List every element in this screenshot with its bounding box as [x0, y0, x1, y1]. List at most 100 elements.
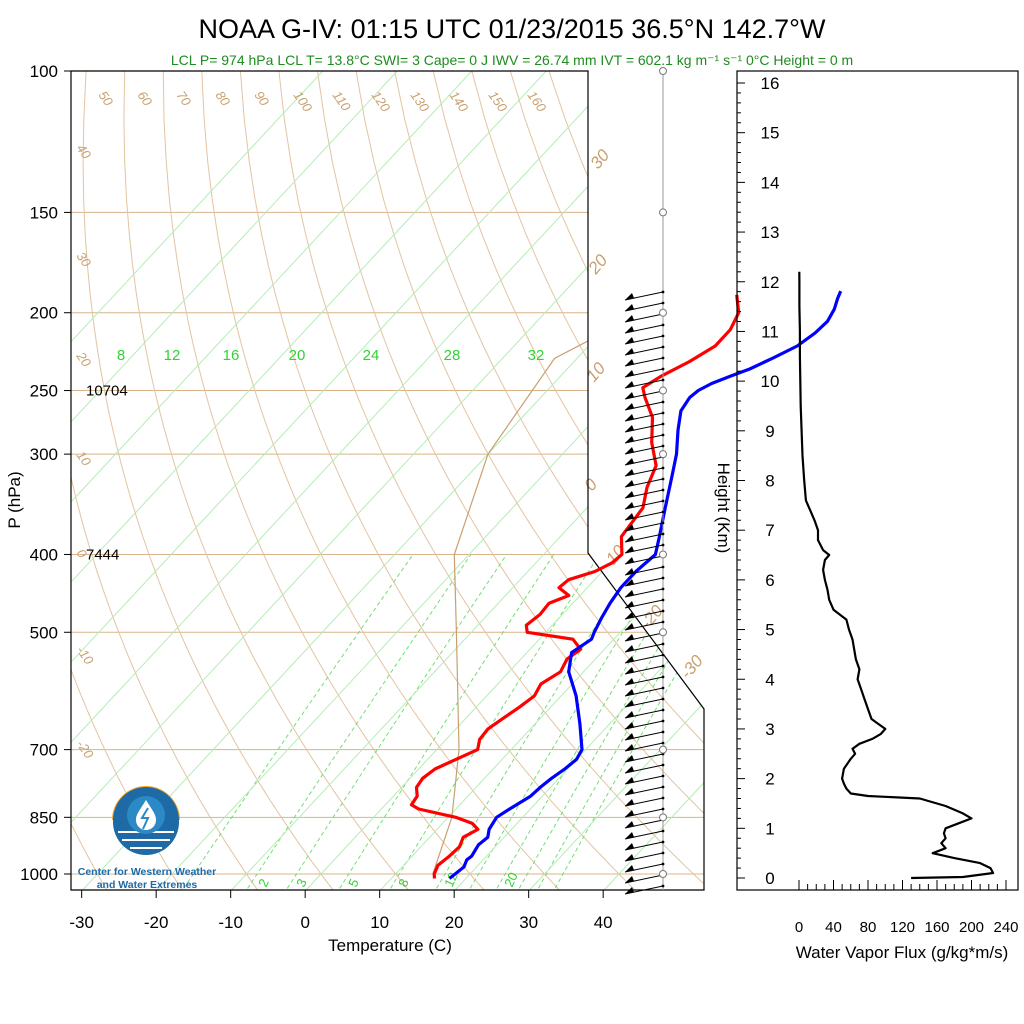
wind-barb-flag [625, 293, 634, 300]
wind-barb-flag [625, 568, 634, 575]
flux-x-tick-label: 80 [860, 919, 877, 936]
wind-barb [624, 500, 664, 510]
flux-y-tick-label: 13 [761, 223, 780, 242]
mixing-ratio-line [432, 554, 641, 890]
adiabat-label-top: 150 [486, 88, 511, 115]
wind-barb [624, 621, 664, 631]
flux-y-tick-label: 15 [761, 124, 780, 143]
wind-barb-flag [625, 843, 634, 850]
dry-adiabat-line [819, 71, 1024, 894]
x-tick-label: 0 [300, 913, 309, 932]
mixing-ratio-line [283, 554, 508, 890]
mixing-ratio-line [179, 554, 414, 890]
wind-barb-flag [625, 656, 634, 663]
x-tick-label: 20 [445, 913, 464, 932]
wind-barb-flag [625, 304, 634, 311]
dry-adiabat-line [857, 71, 1024, 894]
wind-barb-dot [661, 532, 665, 536]
y-tick-label: 300 [30, 445, 58, 464]
wind-barb [624, 478, 664, 488]
wind-barb-dot [661, 653, 665, 657]
dry-adiabat-line [742, 71, 1024, 894]
flux-y-tick-label: 1 [765, 819, 774, 838]
flux-y-tick-label: 11 [761, 322, 779, 341]
wind-barb-flag [625, 799, 634, 806]
adiabat-label-top: 70 [174, 88, 195, 109]
flux-y-tick-label: 4 [765, 670, 774, 689]
flux-y-tick-label: 14 [761, 173, 780, 192]
wind-barb [624, 797, 664, 807]
wind-barb-dot [661, 642, 665, 646]
wind-barb-dot [661, 796, 665, 800]
adiabat-label-top: 110 [330, 88, 355, 114]
wind-barb-flag [625, 370, 634, 377]
height-label: 10704 [86, 383, 128, 400]
flux-y-axis-label: Height (Km) [714, 463, 733, 554]
wind-barb-dot [661, 708, 665, 712]
dry-adiabat-line [780, 71, 1024, 894]
wind-barb-flag [625, 634, 634, 641]
wind-barb [624, 687, 664, 697]
dry-adiabat-line [355, 71, 704, 890]
wind-barb-flag [625, 788, 634, 795]
wind-barb [624, 412, 664, 422]
wind-barb-dot [661, 499, 665, 503]
wind-barb-flag [625, 876, 634, 883]
flux-panel-frame [736, 70, 1019, 891]
skew-t-background-labels: 50 60 70 80 90 100 110 120 130 140 150 160403020100… [73, 88, 707, 889]
flux-x-axis-label: Water Vapor Flux (g/kg*m/s) [796, 943, 1009, 962]
wind-barb-flag [625, 623, 634, 630]
adiabat-label-right: 30 [587, 145, 614, 172]
wind-barb-dot [661, 323, 665, 327]
wind-barb-dot [661, 433, 665, 437]
wind-barb [624, 324, 664, 334]
y-tick-label: 200 [30, 304, 58, 323]
wind-barb [624, 698, 664, 708]
flux-y-tick-label: 0 [765, 869, 774, 888]
y-tick-label: 1000 [20, 865, 58, 884]
mixing-ratio-label: 32 [528, 347, 545, 364]
x-tick-label: -30 [69, 913, 94, 932]
wind-barb-dot [661, 466, 665, 470]
wind-barb [624, 720, 664, 730]
mixing-ratio-label: 28 [444, 347, 461, 364]
isotherm-line [71, 71, 398, 890]
dry-adiabat-line [394, 71, 704, 890]
mixing-ratio-bottom-label: 20 [501, 870, 521, 889]
wind-barb-dot [661, 829, 665, 833]
x-tick-label: 40 [594, 913, 613, 932]
adiabat-label-left: 10 [74, 448, 95, 469]
flux-y-tick-label: 16 [761, 74, 780, 93]
adiabat-label-top: 90 [252, 88, 273, 109]
wind-barb [624, 555, 664, 565]
wind-barb-dot [661, 444, 665, 448]
adiabat-label-top: 100 [291, 88, 316, 115]
parcel-line [432, 71, 704, 875]
wind-barb-flag [625, 865, 634, 872]
skew-t-frame [70, 70, 705, 891]
mixing-ratio-label: 12 [164, 347, 181, 364]
wind-barb [624, 291, 664, 301]
wind-barb-dot [661, 697, 665, 701]
adiabat-label-top: 130 [408, 88, 433, 115]
adiabat-label-top: 140 [447, 88, 472, 115]
wind-barb-flag [625, 381, 634, 388]
isotherm-line [304, 71, 704, 890]
logo-line-2: and Water Extremes [97, 879, 198, 891]
dry-adiabat-line [432, 71, 704, 890]
wind-barb [624, 709, 664, 719]
height-label: 7444 [86, 546, 119, 563]
wind-barb [624, 731, 664, 741]
wind-barb [624, 753, 664, 763]
wind-barb-flag [625, 810, 634, 817]
wind-barb-flag [625, 447, 634, 454]
mixing-ratio-line [466, 554, 671, 890]
flux-y-tick-label: 7 [765, 521, 774, 540]
wind-barb-flag [625, 480, 634, 487]
mixing-ratio-bottom-label: 8 [395, 876, 412, 889]
adiabat-label-top: 120 [369, 88, 394, 115]
chart-title: NOAA G-IV: 01:15 UTC 01/23/2015 36.5°N 1… [199, 14, 826, 44]
wind-barb-dot [661, 862, 665, 866]
mixing-ratio-label: 20 [289, 347, 306, 364]
